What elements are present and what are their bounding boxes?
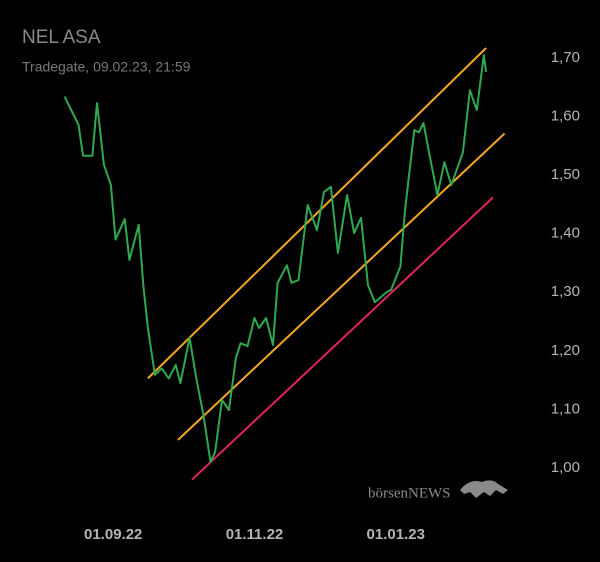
chart-subtitle: Tradegate, 09.02.23, 21:59 <box>22 59 191 75</box>
trend-line <box>147 47 487 380</box>
watermark-logo <box>460 480 508 498</box>
y-tick-label: 1,10 <box>551 400 580 417</box>
trend-line <box>191 196 494 481</box>
y-tick-label: 1,40 <box>551 225 580 242</box>
x-tick-label: 01.11.22 <box>226 526 284 543</box>
y-tick-label: 1,50 <box>551 166 580 183</box>
watermark: börsenNEWS <box>368 485 451 501</box>
y-tick-label: 1,30 <box>551 283 580 300</box>
x-tick-label: 01.09.22 <box>84 526 142 543</box>
y-tick-label: 1,00 <box>551 459 580 476</box>
chart-title: NEL ASA <box>22 27 101 48</box>
x-tick-label: 01.01.23 <box>367 526 425 543</box>
price-line <box>63 54 488 464</box>
y-tick-label: 1,60 <box>551 108 580 125</box>
y-tick-label: 1,70 <box>551 49 580 66</box>
y-tick-label: 1,20 <box>551 342 580 359</box>
